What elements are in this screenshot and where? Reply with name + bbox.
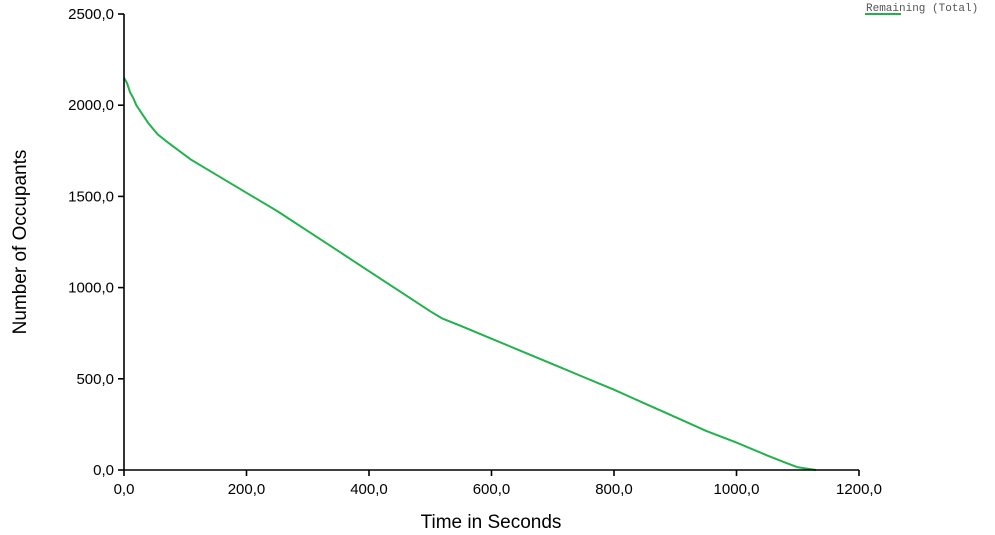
axes bbox=[123, 14, 859, 471]
y-tick-label: 0,0 bbox=[93, 462, 114, 479]
x-tick-label: 0,0 bbox=[114, 481, 135, 498]
x-tick-label: 800,0 bbox=[595, 481, 633, 498]
x-tick-label: 600,0 bbox=[473, 481, 511, 498]
y-tick-label: 2500,0 bbox=[68, 6, 114, 23]
x-tick-label: 200,0 bbox=[228, 481, 266, 498]
x-tick-label: 1200,0 bbox=[836, 481, 882, 498]
plot-area bbox=[123, 77, 817, 471]
series-line-remaining-total bbox=[123, 77, 817, 471]
legend: Remaining (Total) bbox=[865, 3, 978, 15]
y-tick-label: 1000,0 bbox=[68, 280, 114, 297]
y-tick-label: 2000,0 bbox=[68, 97, 114, 114]
x-axis-title: Time in Seconds bbox=[421, 512, 562, 533]
y-tick-label: 500,0 bbox=[76, 371, 114, 388]
x-tick-label: 1000,0 bbox=[714, 481, 760, 498]
x-ticks: 0,0 200,0 400,0 600,0 800,0 1000,0 1200,0 bbox=[114, 470, 882, 498]
y-ticks: 0,0 500,0 1000,0 1500,0 2000,0 2500,0 bbox=[68, 6, 124, 479]
y-tick-label: 1500,0 bbox=[68, 188, 114, 205]
y-axis-title: Number of Occupants bbox=[10, 150, 31, 335]
x-tick-label: 400,0 bbox=[350, 481, 388, 498]
legend-label: Remaining (Total) bbox=[866, 3, 978, 15]
